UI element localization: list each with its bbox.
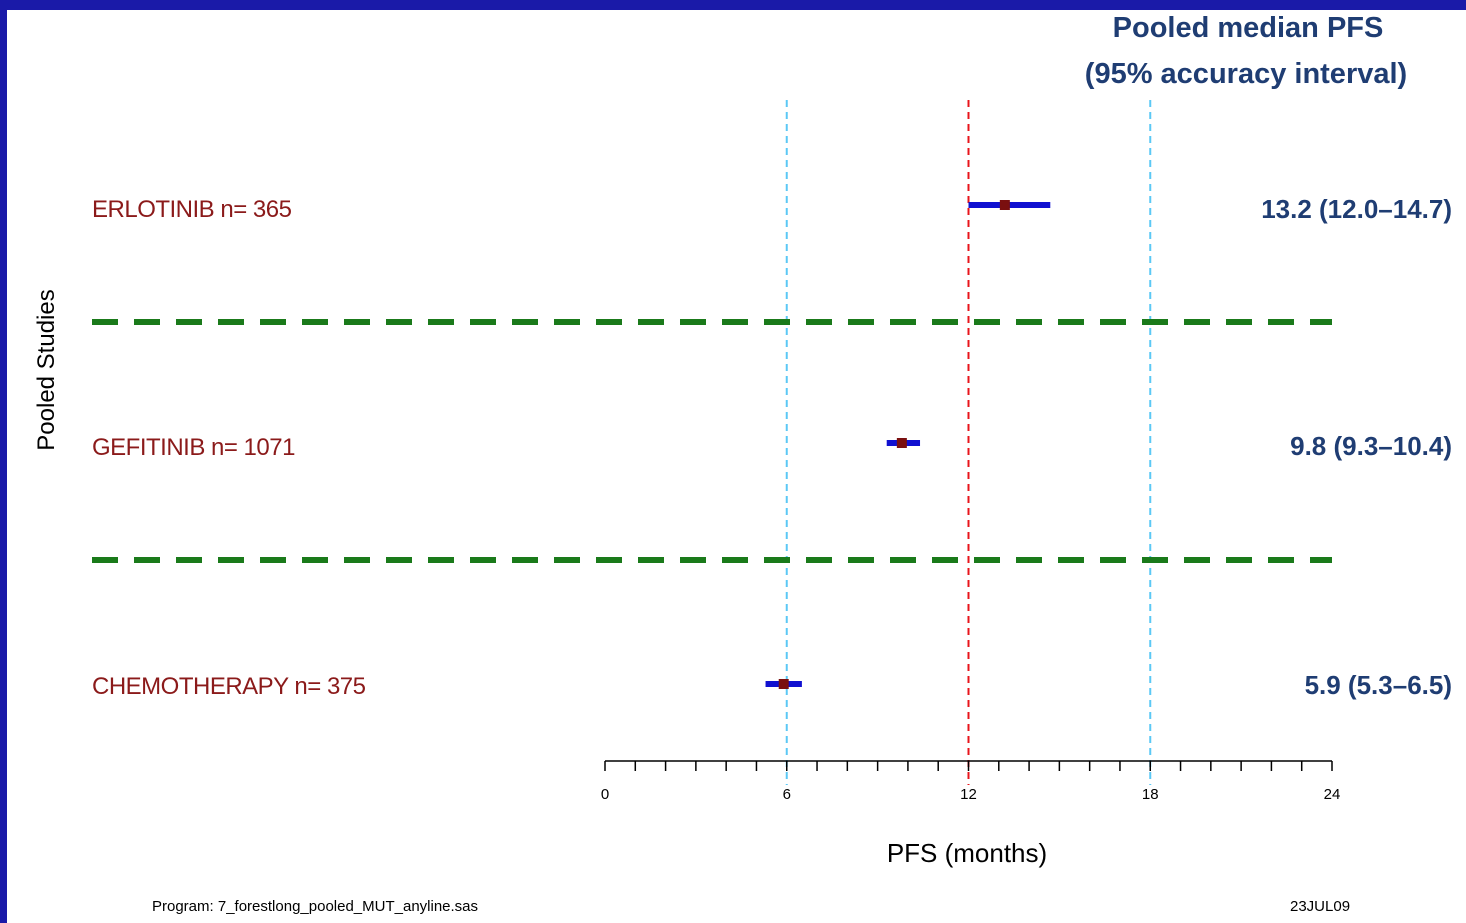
median-point: [999, 200, 1010, 210]
y-axis-label: Pooled Studies: [33, 289, 60, 450]
footer-date: 23JUL09: [1290, 898, 1350, 915]
reference-lines: [785, 100, 1152, 785]
median-point: [778, 679, 789, 689]
x-tick-label: 12: [960, 786, 977, 803]
study-label: CHEMOTHERAPY n= 375: [92, 673, 366, 700]
header-line-1: Pooled median PFS: [1113, 12, 1384, 44]
header-line-2: (95% accuracy interval): [1085, 58, 1407, 90]
x-tick-label: 24: [1324, 786, 1341, 803]
study-label: ERLOTINIB n= 365: [92, 196, 292, 223]
x-axis: 0 6 12 18 24: [601, 760, 1341, 803]
ci-value: 5.9 (5.3–6.5): [1305, 670, 1452, 700]
x-axis-label: PFS (months): [887, 838, 1047, 868]
footer-program: Program: 7_forestlong_pooled_MUT_anyline…: [152, 898, 478, 915]
x-tick-label: 0: [601, 786, 609, 803]
ci-marks: [765, 200, 1051, 689]
study-label: GEFITINIB n= 1071: [92, 434, 295, 461]
study-row-chemotherapy: CHEMOTHERAPY n= 375 5.9 (5.3–6.5): [92, 670, 1452, 700]
study-row-erlotinib: ERLOTINIB n= 365 13.2 (12.0–14.7): [92, 194, 1452, 224]
ci-value: 9.8 (9.3–10.4): [1290, 431, 1452, 461]
x-tick-label: 18: [1142, 786, 1159, 803]
ci-value: 13.2 (12.0–14.7): [1261, 194, 1452, 224]
study-row-gefitinib: GEFITINIB n= 1071 9.8 (9.3–10.4): [92, 431, 1452, 461]
slide-frame: [7, 10, 1466, 923]
median-point: [896, 438, 907, 448]
x-tick-label: 6: [783, 786, 791, 803]
